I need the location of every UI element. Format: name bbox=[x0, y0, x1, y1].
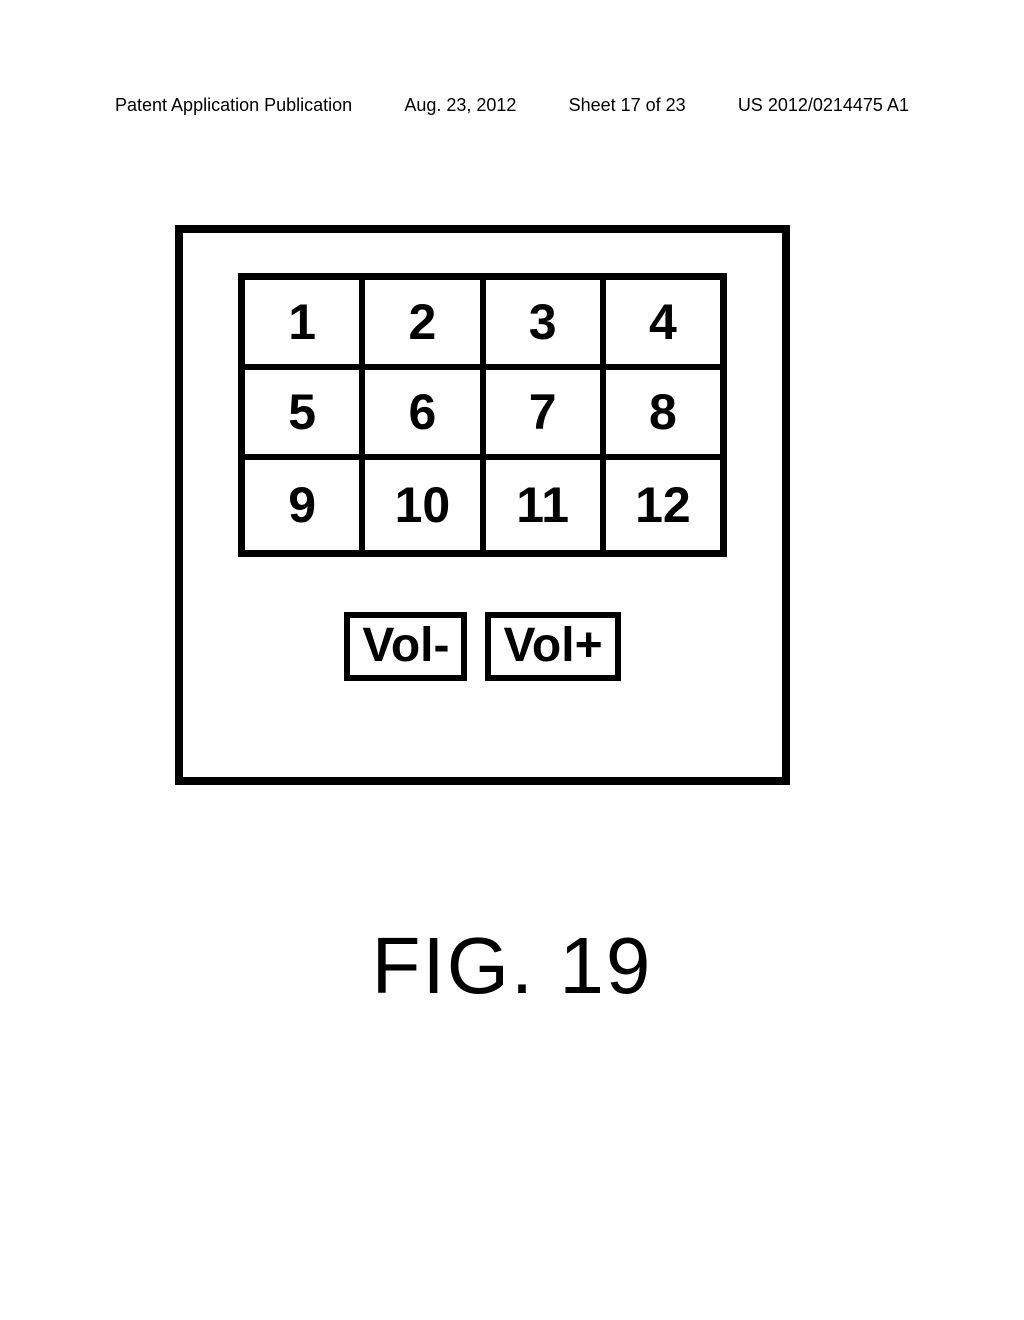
keypad-button-3[interactable]: 3 bbox=[486, 280, 606, 364]
keypad-button-4[interactable]: 4 bbox=[606, 280, 720, 364]
publication-date: Aug. 23, 2012 bbox=[404, 95, 516, 116]
keypad-button-7[interactable]: 7 bbox=[486, 370, 606, 454]
keypad-button-12[interactable]: 12 bbox=[606, 460, 720, 550]
figure-frame: 1 2 3 4 5 6 7 8 9 10 11 12 Vol- Vol+ bbox=[175, 225, 790, 785]
volume-up-button[interactable]: Vol+ bbox=[485, 612, 620, 681]
keypad-button-1[interactable]: 1 bbox=[245, 280, 365, 364]
volume-down-button[interactable]: Vol- bbox=[344, 612, 467, 681]
keypad-row: 9 10 11 12 bbox=[245, 460, 720, 550]
keypad-button-9[interactable]: 9 bbox=[245, 460, 365, 550]
keypad-button-5[interactable]: 5 bbox=[245, 370, 365, 454]
keypad-button-11[interactable]: 11 bbox=[486, 460, 606, 550]
publication-number: US 2012/0214475 A1 bbox=[738, 95, 909, 116]
publication-type: Patent Application Publication bbox=[115, 95, 352, 116]
volume-controls: Vol- Vol+ bbox=[238, 612, 727, 681]
keypad-row: 1 2 3 4 bbox=[245, 280, 720, 370]
keypad-button-6[interactable]: 6 bbox=[365, 370, 485, 454]
patent-header: Patent Application Publication Aug. 23, … bbox=[115, 95, 909, 116]
keypad-button-8[interactable]: 8 bbox=[606, 370, 720, 454]
keypad-grid: 1 2 3 4 5 6 7 8 9 10 11 12 bbox=[238, 273, 727, 557]
figure-label: FIG. 19 bbox=[0, 920, 1024, 1012]
keypad-button-10[interactable]: 10 bbox=[365, 460, 485, 550]
keypad-row: 5 6 7 8 bbox=[245, 370, 720, 460]
sheet-number: Sheet 17 of 23 bbox=[569, 95, 686, 116]
keypad-button-2[interactable]: 2 bbox=[365, 280, 485, 364]
